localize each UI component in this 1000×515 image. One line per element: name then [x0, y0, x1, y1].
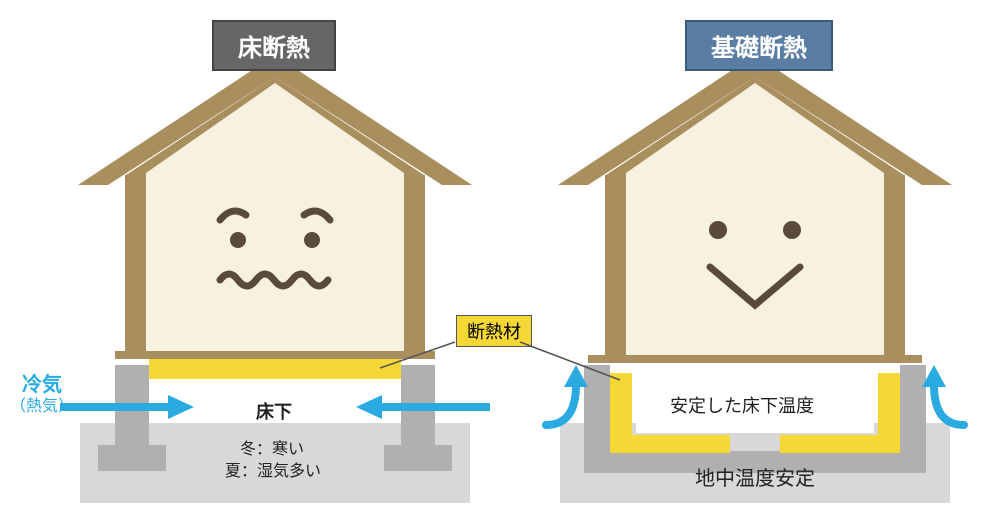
winter-label: 冬：寒い: [240, 435, 304, 459]
under-floor-label: 床下: [256, 398, 292, 424]
hot-air-label: （熱気）: [10, 392, 74, 416]
summer-label: 夏：湿気多い: [225, 457, 321, 481]
callout-lines: [360, 320, 640, 400]
stable-under-label: 安定した床下温度: [670, 392, 814, 418]
title-foundation-insulation: 基礎断熱: [685, 20, 833, 71]
ground-stable-label: 地中温度安定: [695, 462, 815, 491]
title-floor-insulation: 床断熱: [212, 20, 336, 71]
diagram-canvas: 床断熱 冷気 （熱気） 床下 冬：寒い 夏：湿気多い: [0, 0, 1000, 509]
right-house-svg: [540, 55, 970, 515]
